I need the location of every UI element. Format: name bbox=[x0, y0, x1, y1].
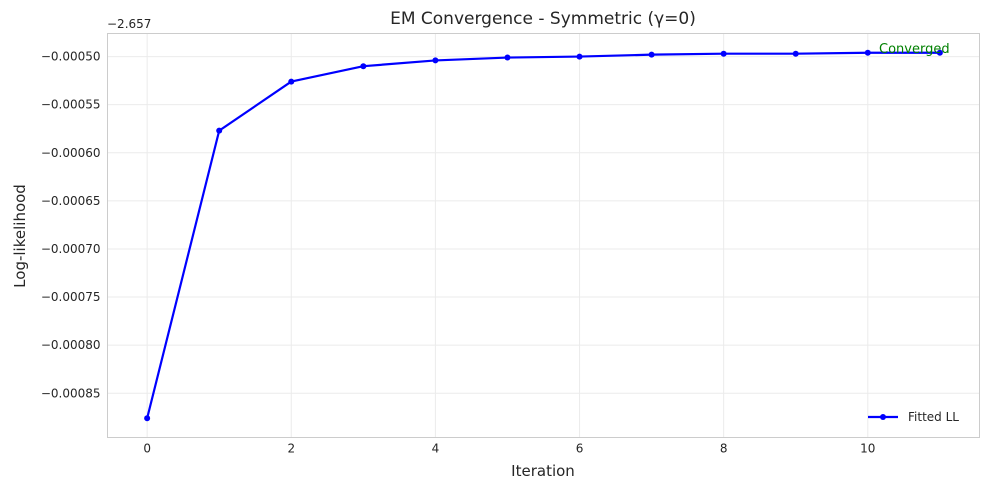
x-tick-label: 2 bbox=[287, 442, 295, 456]
y-tick-label: −0.00080 bbox=[41, 338, 101, 352]
x-tick-label: 10 bbox=[860, 442, 875, 456]
y-tick-label: −0.00055 bbox=[41, 98, 101, 112]
x-tick-label: 8 bbox=[720, 442, 728, 456]
data-point-marker bbox=[288, 78, 295, 85]
data-point-marker bbox=[144, 415, 151, 422]
x-axis-ticks: 0 2 4 6 8 10 bbox=[143, 442, 875, 456]
data-point-marker bbox=[792, 50, 799, 57]
plot-area-frame bbox=[107, 33, 980, 438]
data-point-marker bbox=[576, 53, 583, 60]
series-line bbox=[146, 51, 940, 419]
data-point-marker bbox=[360, 63, 367, 70]
y-axis-label: Log-likelihood bbox=[11, 184, 29, 288]
chart-title: EM Convergence - Symmetric (γ=0) bbox=[390, 9, 696, 29]
y-tick-label: −0.00050 bbox=[41, 50, 101, 64]
y-offset-label: −2.657 bbox=[107, 17, 151, 31]
data-point-marker bbox=[720, 50, 727, 57]
data-point-marker bbox=[936, 49, 943, 56]
y-tick-label: −0.00085 bbox=[41, 386, 101, 400]
data-point-marker bbox=[504, 54, 511, 61]
y-tick-label: −0.00075 bbox=[41, 290, 101, 304]
grid-lines bbox=[107, 33, 980, 438]
x-axis-label: Iteration bbox=[511, 462, 575, 480]
y-tick-label: −0.00060 bbox=[41, 146, 101, 160]
series-fitted-ll bbox=[144, 49, 943, 422]
data-point-marker bbox=[216, 127, 223, 134]
x-tick-label: 0 bbox=[143, 442, 151, 456]
y-tick-label: −0.00070 bbox=[41, 242, 101, 256]
data-point-marker bbox=[648, 51, 655, 58]
y-tick-label: −0.00065 bbox=[41, 194, 101, 208]
legend-label: Fitted LL bbox=[908, 410, 959, 424]
data-point-marker bbox=[432, 57, 439, 64]
x-tick-label: 6 bbox=[576, 442, 584, 456]
legend-marker-icon bbox=[880, 414, 886, 420]
legend: Fitted LL bbox=[868, 410, 959, 424]
data-point-marker bbox=[864, 49, 871, 56]
x-tick-label: 4 bbox=[432, 442, 440, 456]
converged-annotation: Converged bbox=[879, 42, 950, 57]
y-axis-ticks: −0.00050 −0.00055 −0.00060 −0.00065 −0.00070… bbox=[41, 50, 101, 401]
